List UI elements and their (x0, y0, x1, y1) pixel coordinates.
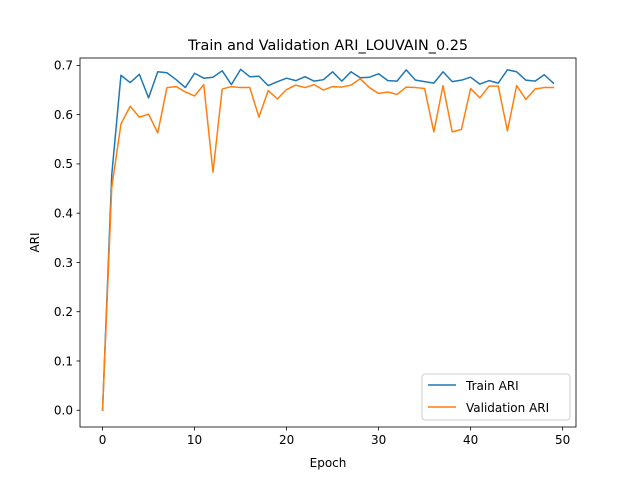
legend-label-train: Train ARI (465, 379, 519, 393)
y-tick-label: 0.4 (54, 206, 73, 220)
plot-lines (101, 68, 555, 412)
x-tick-label: 40 (463, 433, 478, 447)
x-tick-label: 10 (187, 433, 202, 447)
x-axis: 0 10 20 30 40 50 (99, 427, 570, 447)
x-tick-label: 30 (371, 433, 386, 447)
legend-label-validation: Validation ARI (466, 401, 549, 415)
series-line-validation-ari (101, 77, 555, 412)
y-tick-label: 0.2 (54, 305, 73, 319)
legend-box (421, 373, 571, 421)
x-tick-label: 20 (279, 433, 294, 447)
legend: Train ARI Validation ARI (421, 373, 571, 421)
y-axis-label: ARI (28, 232, 42, 252)
y-tick-label: 0.3 (54, 256, 73, 270)
y-tick-label: 0.7 (54, 59, 73, 73)
series-line-train-ari (101, 68, 555, 412)
x-tick-label: 50 (555, 433, 570, 447)
plot-frame (79, 57, 577, 428)
y-tick-label: 0.1 (54, 354, 73, 368)
y-tick-label: 0.6 (54, 108, 73, 122)
x-axis-label: Epoch (310, 456, 347, 470)
chart-title: Train and Validation ARI_LOUVAIN_0.25 (187, 38, 468, 54)
y-axis: 0.0 0.1 0.2 0.3 0.4 0.5 0.6 0.7 (54, 59, 80, 418)
x-tick-label: 0 (99, 433, 107, 447)
y-tick-label: 0.5 (54, 157, 73, 171)
y-tick-label: 0.0 (54, 404, 73, 418)
